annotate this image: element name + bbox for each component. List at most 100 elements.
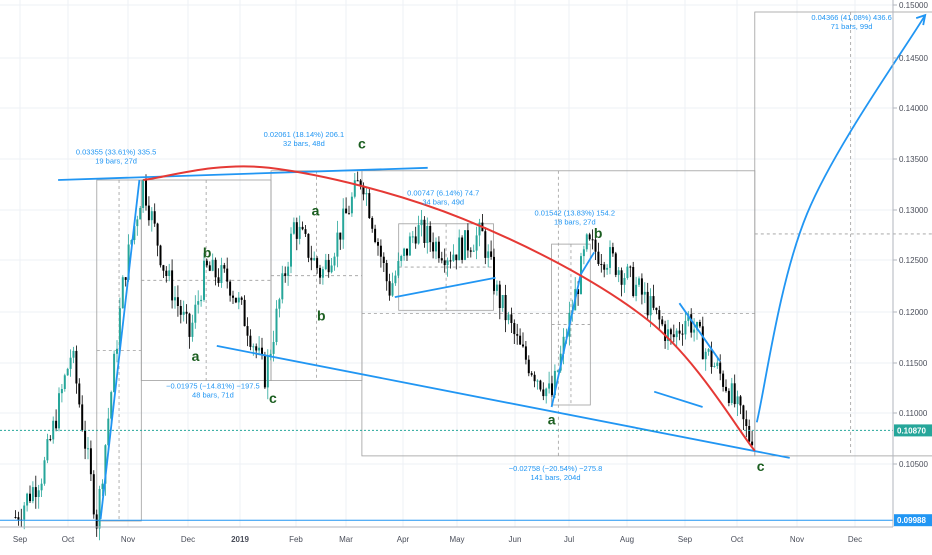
measure-label: 0.01542 (13.83%) 154.2	[535, 209, 615, 218]
candle-body	[751, 441, 754, 446]
candle-body	[371, 218, 374, 229]
candle-body	[145, 180, 147, 206]
candle-body	[95, 514, 98, 529]
candle-body	[533, 374, 536, 382]
candle-body	[594, 239, 597, 252]
candle-body	[638, 278, 640, 285]
candle-body	[174, 297, 176, 301]
wave-label: a	[192, 348, 200, 364]
candle-body	[58, 393, 60, 429]
candle-body	[582, 249, 585, 257]
trend-line	[216, 345, 790, 459]
candle-body	[266, 356, 269, 388]
candle-body	[516, 334, 519, 336]
candle-body	[519, 335, 522, 345]
candle-body	[446, 260, 449, 266]
trend-line	[58, 166, 428, 181]
candle-body	[504, 295, 507, 321]
candle-body	[487, 251, 490, 258]
candle-body	[539, 380, 542, 390]
candle-body	[321, 269, 324, 278]
candle-body	[66, 368, 69, 376]
candle-body	[675, 330, 678, 338]
candle-body	[681, 333, 684, 335]
candle-body	[464, 230, 466, 260]
candle-body	[275, 308, 278, 342]
price-badge	[894, 514, 932, 527]
candle-body	[426, 226, 429, 243]
x-tick-label: Aug	[620, 535, 634, 544]
candle-body	[501, 295, 504, 308]
candle-body	[530, 373, 533, 375]
grid	[0, 0, 893, 527]
candle-body	[89, 448, 92, 475]
candle-body	[493, 256, 495, 291]
candle-body	[211, 259, 214, 271]
candle-body	[542, 389, 545, 397]
measure-label: 18 bars, 27d	[554, 218, 596, 227]
candle-body	[14, 517, 17, 518]
candle-body	[478, 222, 481, 236]
candle-body	[336, 232, 339, 257]
candle-body	[17, 517, 20, 520]
candle-body	[362, 185, 365, 195]
candle-body	[313, 258, 316, 261]
candle-body	[443, 260, 446, 266]
candle-body	[98, 489, 101, 529]
x-tick-label: Oct	[62, 535, 75, 544]
y-tick-label: 0.12000	[899, 308, 928, 317]
x-tick-label: May	[449, 535, 464, 544]
candle-body	[258, 347, 261, 351]
annotations: 0.03355 (33.61%) 335.519 bars, 27d 0.0206…	[76, 13, 892, 482]
candle-body	[490, 251, 493, 257]
candle-body	[388, 281, 391, 296]
candle-body	[153, 211, 156, 224]
wave-label: c	[269, 390, 277, 406]
candle-body	[23, 505, 26, 520]
candle-body	[710, 349, 713, 367]
candle-body	[78, 383, 81, 405]
candle-body	[197, 301, 200, 305]
candle-body	[742, 405, 745, 420]
candle-body	[437, 241, 440, 259]
candle-body	[356, 180, 359, 182]
x-tick-label: Oct	[731, 535, 744, 544]
y-tick-label: 0.15000	[899, 1, 928, 10]
candle-body	[736, 396, 739, 405]
y-tick-label: 0.10500	[899, 460, 928, 469]
candle-body	[290, 233, 292, 267]
candle-body	[382, 256, 385, 263]
candle-body	[379, 245, 382, 257]
y-tick-label: 0.11000	[899, 409, 928, 418]
y-tick-label: 0.14000	[899, 104, 928, 113]
candle-body	[139, 208, 142, 220]
candle-body	[527, 359, 530, 374]
candle-body	[208, 265, 211, 271]
candle-body	[391, 283, 394, 296]
candle-body	[522, 344, 524, 347]
x-tick-label: Mar	[339, 535, 353, 544]
candle-body	[43, 460, 46, 484]
measure-label: 71 bars, 99d	[831, 22, 873, 31]
trend-line	[99, 179, 141, 520]
candle-body	[150, 211, 153, 221]
candle-body	[661, 319, 664, 325]
x-tick-label: Nov	[121, 535, 135, 544]
candle-body	[730, 383, 733, 403]
measure-label: 34 bars, 49d	[422, 197, 464, 206]
candle-body	[745, 419, 748, 426]
candle-body	[609, 247, 611, 268]
candle-body	[585, 234, 588, 250]
candles	[14, 171, 754, 541]
wave-label: a	[312, 203, 320, 219]
candle-body	[127, 244, 130, 280]
candle-body	[632, 267, 635, 296]
candle-body	[617, 270, 620, 275]
candle-body	[658, 310, 661, 320]
candle-body	[725, 386, 727, 391]
candle-body	[26, 493, 29, 506]
measure-label: 0.02061 (18.14%) 206.1	[264, 130, 344, 139]
candle-body	[214, 259, 217, 278]
